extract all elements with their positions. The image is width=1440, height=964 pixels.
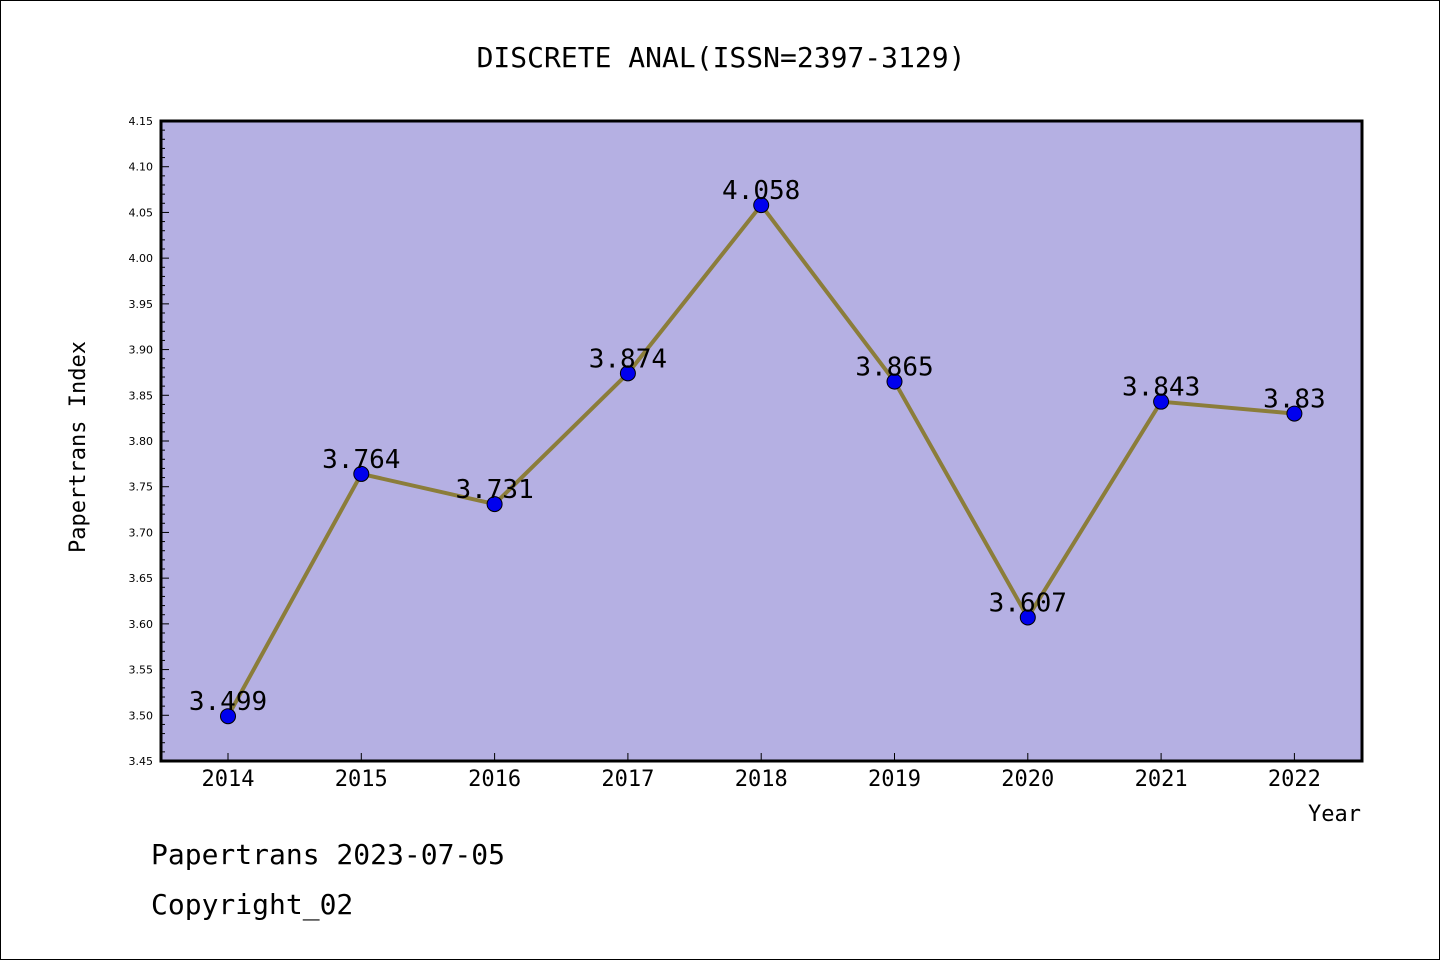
footer-copyright: Copyright_02 (151, 888, 353, 922)
series-group (220, 197, 1303, 725)
x-axis: 2014 2015 2016 2017 2018 2019 2020 2021 2022 (202, 753, 1321, 792)
y-tick-label: 3.65 (129, 572, 154, 585)
data-label: 3.843 (1122, 373, 1200, 403)
data-label: 3.83 (1263, 385, 1326, 415)
x-tick-label: 2022 (1268, 767, 1321, 792)
y-tick-label: 3.55 (129, 664, 154, 677)
x-tick-label: 2019 (868, 767, 921, 792)
y-tick-label: 3.75 (129, 481, 154, 494)
y-axis: 3.45 3.50 3.55 3.60 3.65 3.70 3.75 3.80 3.85 3.90… (129, 115, 169, 768)
data-point (1153, 393, 1170, 410)
data-point (886, 373, 903, 390)
y-tick-label: 3.80 (129, 435, 154, 448)
y-tick-label: 3.90 (129, 344, 154, 357)
y-tick-label: 3.60 (129, 618, 154, 631)
data-label: 4.058 (722, 176, 800, 206)
y-tick-label: 4.15 (129, 115, 154, 128)
chart-title: DISCRETE ANAL(ISSN=2397-3129) (477, 41, 966, 74)
data-point (353, 465, 370, 482)
x-axis-label: Year (1308, 802, 1361, 827)
data-label: 3.607 (989, 588, 1067, 618)
data-labels: 3.499 3.764 3.731 3.874 4.058 3.865 3.607 3.843… (189, 176, 1326, 717)
plot-area (159, 119, 1364, 763)
data-point (619, 365, 636, 382)
x-tick-label: 2018 (735, 767, 788, 792)
data-point (220, 708, 236, 725)
x-tick-label: 2021 (1135, 767, 1188, 792)
y-tick-label: 3.45 (129, 755, 154, 768)
x-tick-label: 2020 (1001, 767, 1054, 792)
data-label: 3.764 (322, 445, 400, 475)
y-tick-label: 3.70 (129, 526, 154, 539)
x-tick-label: 2016 (468, 767, 521, 792)
y-axis-label: Papertrans Index (66, 341, 91, 553)
y-tick-label: 4.05 (129, 206, 154, 219)
data-label: 3.874 (589, 344, 667, 374)
x-tick-label: 2014 (202, 767, 255, 792)
data-point (1019, 609, 1036, 626)
footer-date: Papertrans 2023-07-05 (151, 838, 505, 871)
data-point (1286, 405, 1303, 422)
data-label: 3.865 (855, 353, 933, 383)
data-label: 3.499 (189, 687, 267, 717)
y-tick-label: 3.85 (129, 389, 154, 402)
y-tick-label: 3.95 (129, 298, 154, 311)
y-tick-label: 4.00 (129, 252, 154, 265)
y-tick-label: 3.50 (129, 709, 154, 722)
data-point (753, 197, 770, 214)
x-tick-label: 2015 (335, 767, 388, 792)
x-tick-label: 2017 (601, 767, 654, 792)
data-label: 3.731 (455, 475, 533, 505)
y-tick-label: 4.10 (129, 161, 154, 174)
data-point (486, 496, 503, 513)
